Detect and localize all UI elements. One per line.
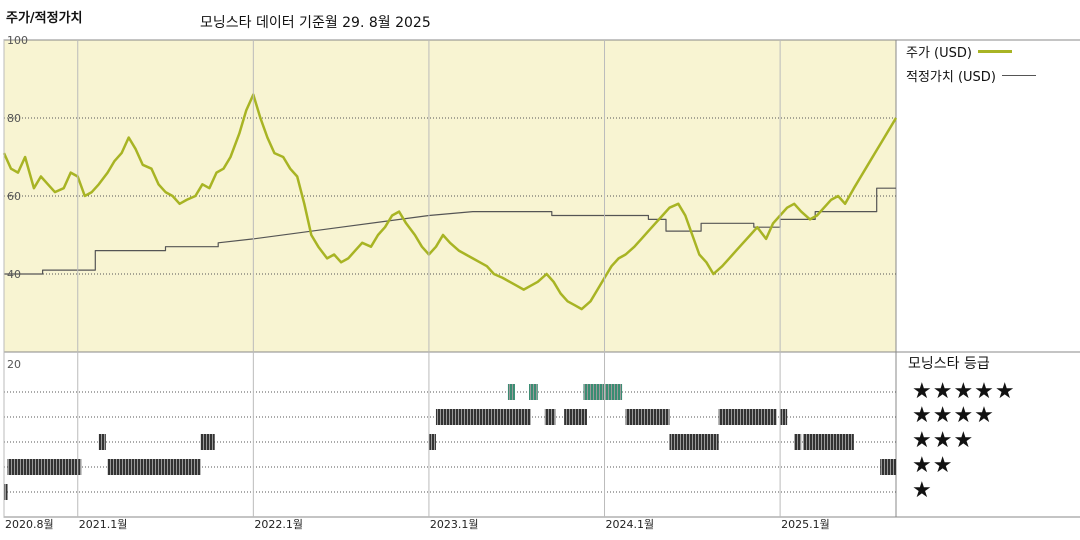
rating-bars	[4, 384, 896, 500]
rating-row-5-stars: ★★★★★	[912, 379, 1016, 404]
x-tick-label: 2021.1월	[79, 518, 128, 531]
rating-bar-4-stars	[435, 409, 531, 425]
y-tick-label: 20	[7, 358, 21, 371]
rating-row-2-stars: ★★	[912, 453, 954, 478]
x-tick-label: 2020.8월	[5, 518, 54, 531]
rating-bar-2-stars	[880, 459, 896, 475]
x-tick-label: 2022.1월	[254, 518, 303, 531]
rating-bar-3-stars	[428, 434, 436, 450]
rating-row-4-stars: ★★★★	[912, 403, 995, 428]
chart-title: 주가/적정가치	[6, 11, 83, 26]
rating-bar-4-stars	[625, 409, 670, 425]
x-tick-label: 2024.1월	[606, 518, 655, 531]
y-tick-label: 60	[7, 190, 21, 203]
x-axis-ticks: 2020.8월 2021.1월 2022.1월 2023.1월 2024.1월 2025.…	[3, 40, 830, 531]
y-tick-label: 100	[7, 34, 28, 47]
rating-panel-title: 모닝스타 등급	[908, 356, 990, 372]
price-line-group	[2, 93, 898, 311]
legend-fair-value: 적정가치 (USD)	[906, 66, 1036, 85]
rating-row-1-star: ★	[912, 478, 933, 503]
rating-bar-4-stars	[564, 409, 587, 425]
legend-price: 주가 (USD)	[906, 42, 1012, 61]
rating-bar-3-stars	[98, 434, 106, 450]
as-of-date: 모닝스타 데이터 기준월 29. 8월 2025	[200, 15, 431, 31]
rating-bar-3-stars	[802, 434, 854, 450]
rating-bar-5-stars	[529, 384, 538, 400]
rating-bar-4-stars	[718, 409, 777, 425]
legend-fair-value-swatch	[1001, 75, 1036, 76]
rating-bar-5-stars	[507, 384, 515, 400]
x-tick-label: 2025.1월	[781, 518, 830, 531]
legend-price-swatch	[977, 50, 1012, 53]
rating-bar-5-stars	[583, 384, 623, 400]
rating-row-3-stars: ★★★	[912, 428, 975, 453]
rating-bar-3-stars	[794, 434, 802, 450]
rating-bar-2-stars	[107, 459, 201, 475]
y-tick-label: 80	[7, 112, 21, 125]
rating-bar-2-stars	[7, 459, 82, 475]
x-tick-label: 2023.1월	[430, 518, 479, 531]
legend-price-label: 주가 (USD)	[906, 46, 972, 61]
rating-bar-3-stars	[669, 434, 719, 450]
rating-bar-4-stars	[780, 409, 788, 425]
rating-bar-3-stars	[200, 434, 215, 450]
rating-plot-area	[3, 351, 897, 518]
upper-plot-area	[3, 39, 897, 353]
legend-fair-value-label: 적정가치 (USD)	[906, 70, 996, 85]
price-line	[2, 93, 898, 311]
rating-bar-1-stars	[4, 484, 8, 500]
rating-bar-4-stars	[544, 409, 556, 425]
